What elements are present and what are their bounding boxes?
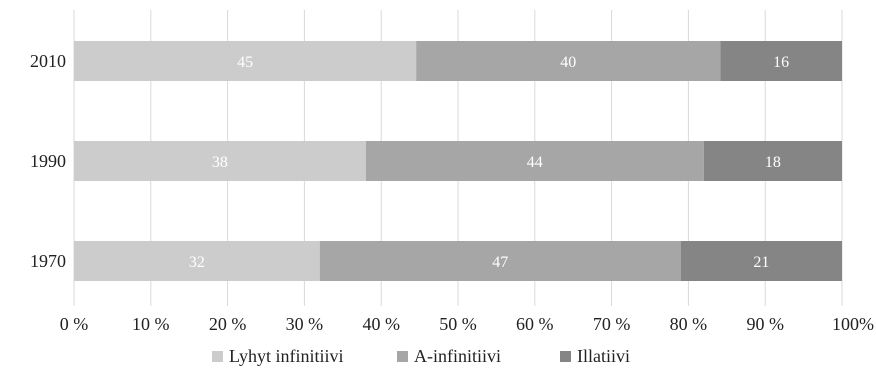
x-tick-label-8: 80 % (670, 314, 708, 334)
legend-label-2: Illatiivi (577, 346, 630, 366)
x-tick-label-4: 40 % (362, 314, 400, 334)
legend-swatch-0 (212, 351, 223, 362)
legend-label-1: A-infinitiivi (414, 346, 501, 366)
data-label-2010-series-1: 40 (560, 54, 576, 71)
data-label-1970-series-0: 32 (189, 254, 205, 271)
data-label-1970-series-1: 47 (492, 254, 508, 271)
data-label-1990-series-2: 18 (765, 154, 781, 171)
bar-1970-series-1 (319, 241, 681, 281)
category-label-2010: 2010 (30, 51, 66, 71)
bar-1970-series-2 (680, 241, 842, 281)
legend-swatch-2 (560, 351, 571, 362)
bar-1990-series-0 (74, 141, 366, 181)
legend-label-0: Lyhyt infinitiivi (229, 346, 344, 366)
legend: Lyhyt infinitiivi A-infinitiivi Illatiivi (212, 346, 630, 366)
bar-2010-series-2 (720, 41, 842, 81)
legend-swatch-1 (397, 351, 408, 362)
data-label-2010-series-2: 16 (773, 54, 789, 71)
x-tick-label-6: 60 % (516, 314, 554, 334)
x-tick-label-0: 0 % (60, 314, 89, 334)
data-label-1970-series-2: 21 (753, 254, 769, 271)
bar-2010-series-1 (416, 41, 721, 81)
x-tick-label-9: 90 % (746, 314, 784, 334)
y-axis-categories: 2010 1990 1970 (30, 51, 66, 271)
x-axis-ticks: 0 % 10 % 20 % 30 % 40 % 50 % 60 % 70 % 80 % 90 % 1… (60, 314, 874, 334)
x-tick-label-10: 100% (832, 314, 874, 334)
bars: 45 40 16 38 44 18 32 47 21 (74, 41, 842, 281)
bar-2010-series-0 (74, 41, 417, 81)
x-tick-label-1: 10 % (132, 314, 170, 334)
x-tick-label-7: 70 % (593, 314, 631, 334)
data-label-1990-series-1: 44 (527, 154, 543, 171)
x-tick-label-2: 20 % (209, 314, 247, 334)
data-label-1990-series-0: 38 (212, 154, 228, 171)
category-label-1990: 1990 (30, 151, 66, 171)
bar-1990-series-1 (365, 141, 704, 181)
bar-1990-series-2 (703, 141, 842, 181)
category-label-1970: 1970 (30, 251, 66, 271)
x-tick-label-5: 50 % (439, 314, 477, 334)
bar-1970-series-0 (74, 241, 320, 281)
data-label-2010-series-0: 45 (237, 54, 253, 71)
x-tick-label-3: 30 % (286, 314, 324, 334)
